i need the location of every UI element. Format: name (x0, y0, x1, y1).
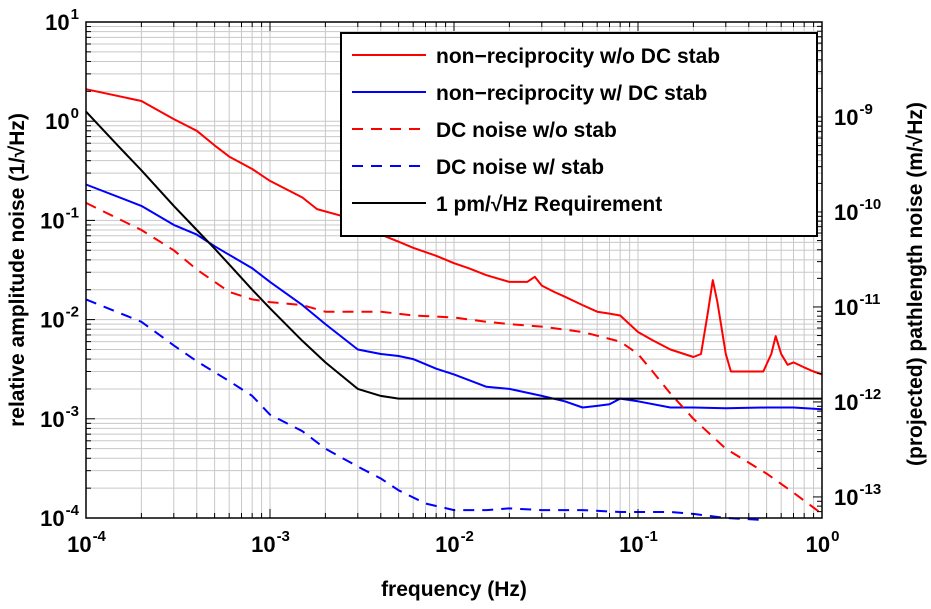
y2-tick-label-base: 10 (834, 105, 858, 130)
series-layer (85, 88, 823, 522)
series-line-2 (85, 183, 823, 411)
x-tick-label-base: 10 (435, 532, 459, 557)
x-tick-label: 10 0 (806, 528, 840, 557)
y-tick-label: 10 -2 (40, 304, 79, 333)
y-tick-label-base: 10 (40, 308, 64, 333)
y-tick-label-base: 10 (40, 407, 64, 432)
y-tick-label: 10 0 (45, 105, 79, 134)
y2-tick-label: 10 -11 (834, 291, 880, 320)
y2-tick-label-base: 10 (834, 485, 858, 510)
plot-frame (85, 21, 823, 519)
x-tick-label-exponent: -3 (277, 528, 290, 545)
series-line-1 (85, 88, 823, 376)
x-axis-label: frequency (Hz) (381, 578, 527, 601)
y2-tick-label-exponent: -10 (859, 196, 881, 213)
y-tick-label: 10 -4 (40, 502, 79, 531)
x-tick-label-exponent: 0 (831, 528, 839, 545)
y2-tick-label: 10 -9 (834, 101, 873, 130)
y-tick-label-base: 10 (40, 208, 64, 233)
y2-axis-label: (projected) pathlength noise (m/√Hz) (904, 102, 927, 466)
y-tick-label-base: 10 (45, 109, 69, 134)
x-tick-label-base: 10 (251, 532, 275, 557)
y2-tick-label-base: 10 (834, 390, 858, 415)
y-tick-label-exponent: -1 (66, 204, 79, 221)
x-tick-label-base: 10 (806, 532, 830, 557)
x-tick-label-base: 10 (67, 532, 91, 557)
series-line-4 (85, 298, 767, 522)
x-tick-label-base: 10 (619, 532, 643, 557)
y2-tick-label: 10 -12 (834, 386, 881, 415)
y2-tick-label-exponent: -13 (859, 481, 881, 498)
y2-tick-label-base: 10 (834, 200, 858, 225)
y-tick-label-exponent: -2 (66, 304, 79, 321)
y-axis-label: relative amplitude noise (1/√Hz) (6, 113, 29, 427)
legend-label-5: 1 pm/√Hz Requirement (436, 193, 662, 216)
series-line-3 (85, 202, 823, 515)
y-tick-label: 10 -3 (40, 403, 79, 432)
x-tick-labels: 10 -4 10 -3 10 -2 10 -1 10 0 (67, 528, 839, 557)
y-tick-label-exponent: -3 (66, 403, 79, 420)
y-tick-label: 10 -1 (40, 204, 79, 233)
y-tick-label-base: 10 (45, 10, 69, 35)
x-tick-label-exponent: -4 (93, 528, 107, 545)
y2-tick-label: 10 -10 (834, 196, 881, 225)
series-line-5 (85, 110, 822, 400)
y-tick-label-exponent: 0 (71, 105, 79, 122)
x-tick-label-exponent: -2 (461, 528, 474, 545)
legend-label-3: DC noise w/o stab (436, 119, 617, 142)
x-tick-label: 10 -2 (435, 528, 474, 557)
y-tick-label: 10 1 (45, 6, 79, 35)
legend-label-4: DC noise w/ stab (436, 156, 604, 179)
legend: non−reciprocity w/o DC stab non−reciproci… (340, 32, 818, 237)
y2-tick-label-exponent: -11 (859, 291, 880, 308)
ticks-layer (86, 22, 822, 518)
y2-tick-label-exponent: -12 (859, 386, 881, 403)
x-tick-label: 10 -4 (67, 528, 106, 557)
x-tick-label: 10 -1 (619, 528, 658, 557)
y2-tick-label: 10 -13 (834, 481, 881, 510)
y-tick-label-exponent: 1 (71, 6, 79, 23)
y-tick-label-exponent: -4 (66, 502, 80, 519)
legend-label-2: non−reciprocity w/ DC stab (436, 82, 707, 105)
legend-label-1: non−reciprocity w/o DC stab (436, 45, 720, 68)
y2-tick-label-base: 10 (834, 295, 858, 320)
y2-tick-label-exponent: -9 (859, 101, 872, 118)
y-tick-label-base: 10 (40, 506, 64, 531)
x-tick-label: 10 -3 (251, 528, 290, 557)
x-tick-label-exponent: -1 (645, 528, 658, 545)
